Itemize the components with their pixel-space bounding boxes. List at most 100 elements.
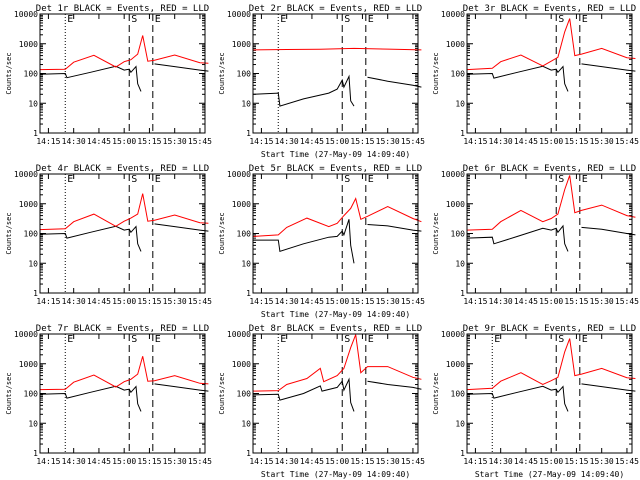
events-series-line (252, 377, 422, 412)
x-tick-label: 14:45 (514, 457, 538, 466)
x-tick-label: 14:30 (62, 137, 86, 146)
panel-det-1: Det 1r BLACK = Events, RED = LLD Counts/s… (5, 4, 212, 146)
x-tick-label: 14:15 (36, 137, 60, 146)
x-tick-label: 14:30 (62, 457, 86, 466)
y-axis-label: Counts/sec (432, 212, 440, 254)
x-tick-label: 15:30 (376, 457, 400, 466)
x-tick-label: 14:15 (249, 297, 273, 306)
y-tick-label: 1 (246, 289, 251, 298)
lld-series-line (39, 35, 209, 71)
lld-series-line (252, 334, 422, 392)
x-tick-label: 15:45 (615, 137, 639, 146)
plot-frame (252, 13, 419, 134)
marker-label-s: S (558, 14, 564, 25)
x-tick-label: 14:30 (489, 297, 513, 306)
x-tick-label: 15:45 (401, 297, 425, 306)
y-tick-label: 1000 (232, 40, 251, 49)
x-tick-label: 14:45 (300, 457, 324, 466)
x-tick-label: 15:00 (539, 297, 563, 306)
x-tick-label: 14:30 (489, 137, 513, 146)
x-tick-label: 15:15 (350, 297, 374, 306)
x-axis-label: Start Time (27-May-09 14:09:40) (261, 150, 410, 159)
y-tick-label: 1000 (232, 200, 251, 209)
x-tick-label: 15:45 (615, 457, 639, 466)
x-tick-label: 14:45 (300, 297, 324, 306)
x-tick-label: 15:00 (539, 457, 563, 466)
y-axis-label: Counts/sec (432, 52, 440, 94)
x-tick-label: 14:15 (36, 457, 60, 466)
panel-det-9: Det 9r BLACK = Events, RED = LLD Counts/s… (432, 324, 639, 479)
y-tick-label: 1 (460, 129, 465, 138)
x-tick-label: 15:30 (590, 137, 614, 146)
y-tick-label: 1000 (19, 200, 38, 209)
x-tick-label: 15:15 (137, 137, 161, 146)
y-tick-label: 100 (24, 70, 39, 79)
y-tick-label: 1000 (19, 40, 38, 49)
y-tick-label: 10 (28, 419, 38, 428)
marker-label-e: E (155, 334, 161, 345)
plot-frame (466, 13, 633, 134)
x-axis-label: Start Time (27-May-09 14:09:40) (261, 310, 410, 319)
plot-frame (39, 333, 206, 454)
x-tick-label: 14:45 (87, 137, 111, 146)
lld-series-line (39, 193, 209, 231)
y-axis-label: Counts/sec (5, 372, 13, 414)
x-tick-label: 15:45 (615, 297, 639, 306)
marker-label-s: S (131, 174, 137, 185)
y-tick-label: 100 (451, 390, 466, 399)
x-tick-label: 14:45 (514, 297, 538, 306)
panel-det-3: Det 3r BLACK = Events, RED = LLD Counts/s… (432, 4, 639, 146)
x-tick-label: 15:15 (350, 457, 374, 466)
y-tick-label: 10 (241, 99, 251, 108)
marker-label-s: S (558, 334, 564, 345)
x-tick-label: 14:30 (62, 297, 86, 306)
marker-label-e: E (582, 174, 588, 185)
x-tick-label: 15:15 (137, 457, 161, 466)
marker-label-s: S (344, 14, 350, 25)
x-tick-label: 15:30 (376, 297, 400, 306)
x-tick-label: 15:45 (188, 137, 212, 146)
plot-frame (252, 173, 419, 294)
x-tick-label: 15:45 (401, 137, 425, 146)
marker-label-e: E (368, 334, 374, 345)
marker-label-e: E (67, 174, 73, 185)
y-tick-label: 10000 (441, 170, 465, 179)
marker-label-e: E (67, 334, 73, 345)
x-tick-label: 14:45 (514, 137, 538, 146)
x-tick-label: 15:15 (350, 137, 374, 146)
events-series-line (39, 223, 209, 252)
x-tick-label: 15:15 (564, 297, 588, 306)
y-tick-label: 1 (33, 449, 38, 458)
y-tick-label: 100 (237, 390, 252, 399)
y-axis-label: Counts/sec (5, 52, 13, 94)
panel-title: Det 9r BLACK = Events, RED = LLD (463, 324, 636, 334)
panel-title: Det 1r BLACK = Events, RED = LLD (36, 4, 209, 14)
lld-series-line (466, 175, 636, 231)
lld-series-line (39, 356, 209, 391)
y-tick-label: 10000 (14, 10, 38, 19)
x-tick-label: 14:45 (87, 297, 111, 306)
marker-label-e: E (368, 14, 374, 25)
events-series-line (39, 63, 209, 92)
y-tick-label: 10 (241, 259, 251, 268)
y-tick-label: 100 (451, 230, 466, 239)
marker-label-s: S (131, 14, 137, 25)
x-axis-label: Start Time (27-May-09 14:09:40) (261, 470, 410, 479)
marker-label-s: S (558, 174, 564, 185)
y-tick-label: 100 (24, 230, 39, 239)
x-tick-label: 15:30 (376, 137, 400, 146)
y-tick-label: 1 (246, 129, 251, 138)
panel-title: Det 2r BLACK = Events, RED = LLD (249, 4, 422, 14)
x-tick-label: 14:15 (249, 457, 273, 466)
plot-frame (252, 333, 419, 454)
x-tick-label: 15:15 (564, 457, 588, 466)
x-tick-label: 14:30 (489, 457, 513, 466)
x-tick-label: 14:15 (249, 137, 273, 146)
x-tick-label: 15:15 (564, 137, 588, 146)
y-tick-label: 10000 (14, 170, 38, 179)
panel-det-2: Det 2r BLACK = Events, RED = LLD Counts/s… (218, 4, 425, 159)
y-tick-label: 1000 (232, 360, 251, 369)
marker-label-e: E (494, 334, 500, 345)
x-tick-label: 14:15 (463, 297, 487, 306)
marker-label-e: E (155, 174, 161, 185)
